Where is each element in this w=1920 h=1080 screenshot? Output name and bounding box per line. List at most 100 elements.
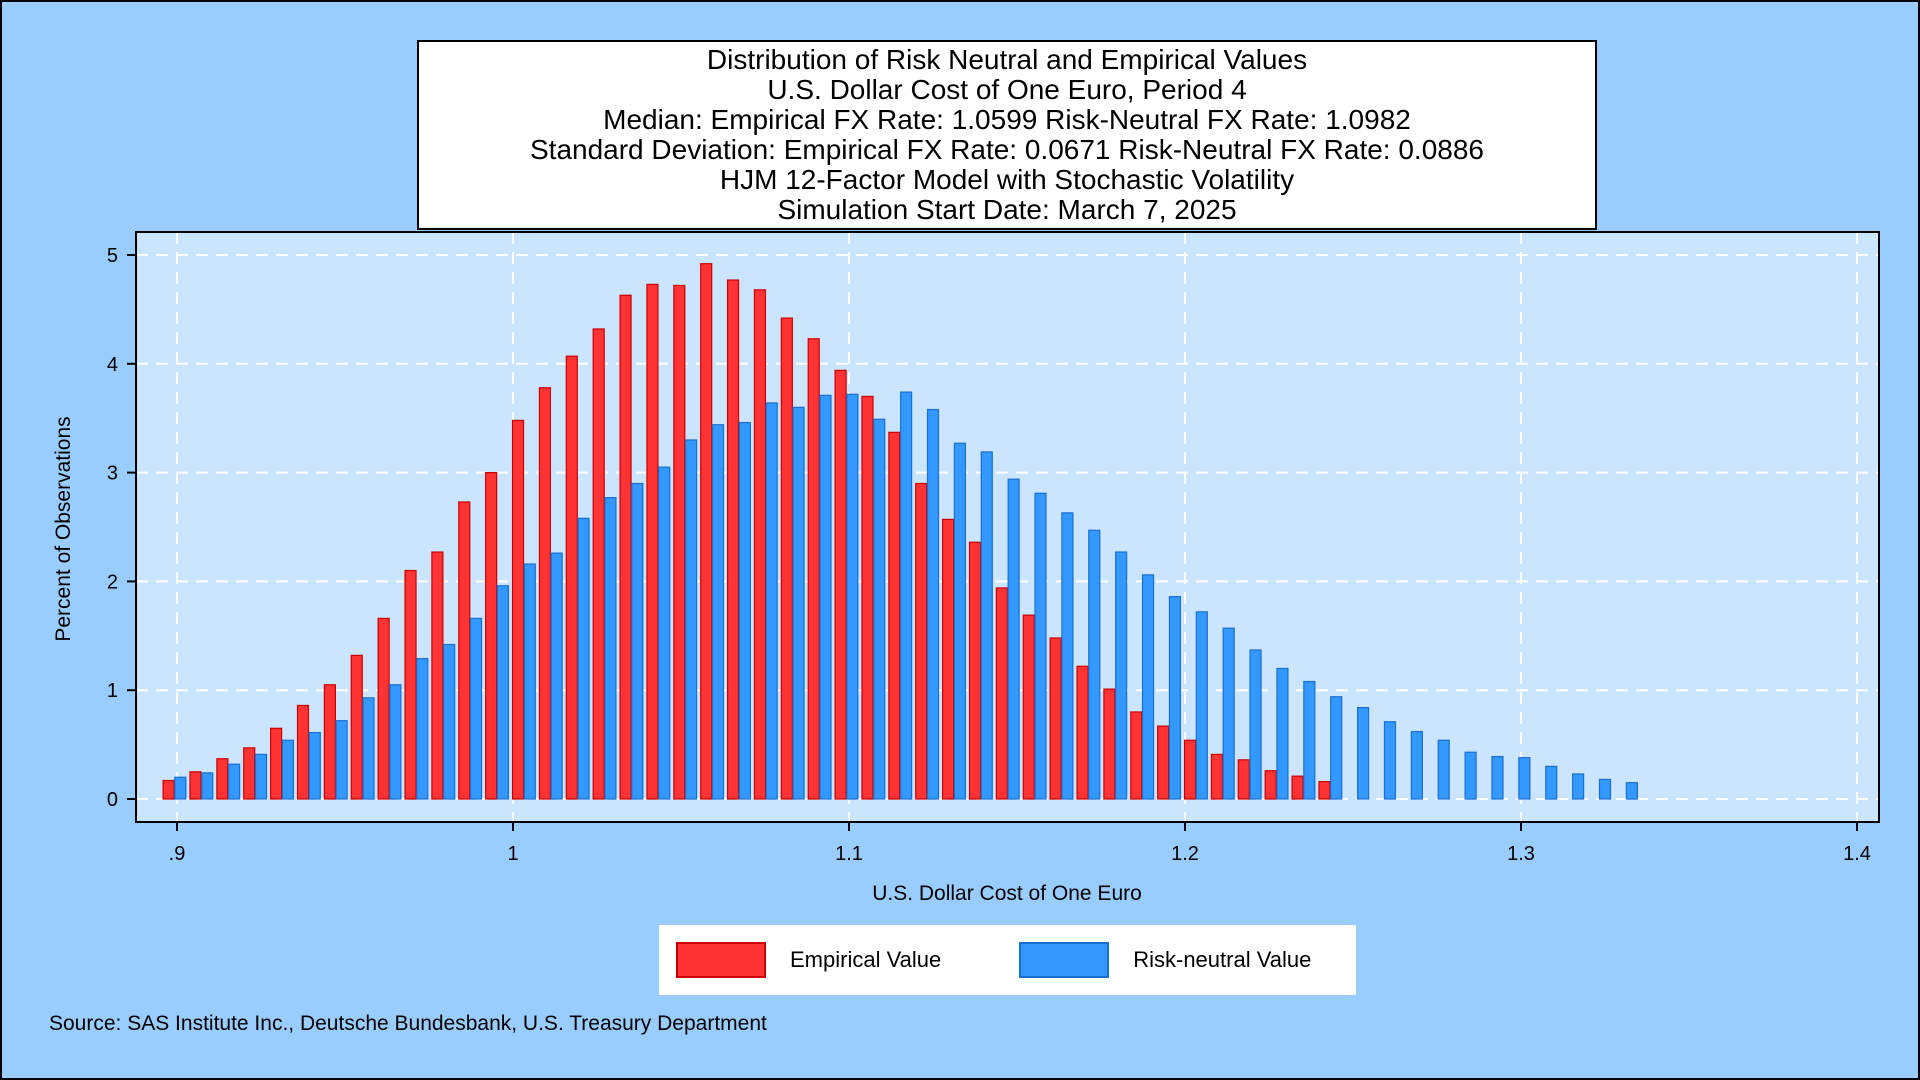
bar-empirical (1264, 770, 1277, 800)
bar-empirical (646, 283, 659, 800)
bar-risk-neutral (1491, 755, 1504, 800)
bar-empirical (726, 279, 740, 800)
bar-empirical (350, 654, 363, 800)
title-line-2: U.S. Dollar Cost of One Euro, Period 4 (767, 74, 1247, 105)
bar-risk-neutral (362, 697, 375, 800)
bar-risk-neutral (308, 732, 321, 800)
bar-risk-neutral (1598, 778, 1612, 800)
bar-risk-neutral (604, 497, 617, 800)
bar-empirical (1318, 780, 1331, 800)
bar-empirical (1022, 614, 1035, 800)
bar-empirical (323, 684, 336, 800)
y-tick-label: 5 (107, 245, 118, 267)
bar-risk-neutral (496, 585, 510, 800)
bar-risk-neutral (658, 466, 671, 800)
bar-empirical (431, 551, 444, 800)
bar-empirical (753, 289, 767, 800)
bar-risk-neutral (1061, 512, 1074, 800)
bar-risk-neutral (711, 424, 725, 800)
bar-risk-neutral (738, 421, 751, 800)
bar-empirical (673, 284, 686, 800)
legend-label-empirical: Empirical Value (790, 947, 942, 972)
bar-risk-neutral (1625, 782, 1638, 800)
x-tick-label: 1.2 (1171, 843, 1199, 865)
bar-risk-neutral (1195, 611, 1208, 800)
bar-empirical (189, 771, 202, 800)
bar-risk-neutral (1518, 757, 1531, 800)
bar-risk-neutral (1034, 492, 1047, 800)
legend-swatch-risk-neutral (1019, 942, 1110, 978)
bar-empirical (1237, 759, 1250, 800)
y-tick-label: 2 (107, 571, 118, 593)
bar-risk-neutral (443, 643, 456, 800)
bar-empirical (1210, 753, 1224, 800)
bar-empirical (216, 758, 229, 800)
x-axis-label: U.S. Dollar Cost of One Euro (872, 882, 1142, 905)
bar-empirical (619, 294, 632, 800)
plot-border (135, 231, 1880, 823)
bar-risk-neutral (1464, 751, 1477, 800)
bar-empirical (1183, 739, 1197, 800)
bar-risk-neutral (254, 753, 268, 800)
bar-risk-neutral (1007, 478, 1020, 800)
bar-risk-neutral (1141, 574, 1155, 800)
x-tick-label: 1.4 (1843, 843, 1871, 865)
legend: Empirical Value Risk-neutral Value (659, 925, 1356, 995)
y-axis-label: Percent of Observations (52, 416, 75, 641)
legend-entry-risk-neutral: Risk-neutral Value (1019, 942, 1311, 978)
bar-empirical (1049, 637, 1062, 800)
bar-empirical (1291, 775, 1304, 800)
bar-risk-neutral (1437, 739, 1450, 800)
bar-empirical (834, 369, 847, 800)
bar-risk-neutral (1249, 649, 1262, 800)
bar-risk-neutral (1088, 529, 1101, 800)
x-tick-label: 1.1 (835, 843, 863, 865)
bar-empirical (270, 727, 283, 800)
bar-empirical (296, 704, 310, 800)
title-line-4: Standard Deviation: Empirical FX Rate: 0… (529, 134, 1484, 165)
bar-risk-neutral (926, 408, 940, 800)
bar-risk-neutral (1572, 773, 1585, 800)
bar-empirical (807, 338, 820, 800)
bar-risk-neutral (281, 739, 294, 800)
bar-empirical (700, 263, 713, 800)
bar-risk-neutral (1410, 730, 1423, 800)
title-line-1: Distribution of Risk Neutral and Empiric… (706, 44, 1308, 75)
bar-empirical (861, 395, 874, 800)
bar-risk-neutral (631, 482, 644, 800)
bar-risk-neutral (201, 772, 214, 800)
bar-risk-neutral (953, 442, 966, 800)
legend-entry-empirical: Empirical Value (676, 942, 941, 978)
bar-empirical (404, 569, 417, 800)
bar-empirical (592, 328, 605, 800)
bar-risk-neutral (335, 720, 348, 800)
bar-empirical (485, 472, 498, 800)
title-line-6: Simulation Start Date: March 7, 2025 (777, 194, 1237, 225)
bar-risk-neutral (900, 391, 913, 800)
x-tick-label: .9 (169, 843, 186, 865)
bar-empirical (243, 747, 256, 800)
bar-empirical (942, 518, 955, 800)
bar-empirical (780, 317, 793, 800)
bar-risk-neutral (577, 517, 590, 800)
bar-empirical (888, 431, 901, 800)
bars (162, 263, 1638, 800)
bar-risk-neutral (1356, 707, 1370, 800)
bar-empirical (1157, 725, 1170, 800)
bar-empirical (511, 419, 525, 800)
bar-risk-neutral (1545, 765, 1558, 800)
bar-risk-neutral (846, 393, 859, 800)
bar-empirical (565, 355, 578, 800)
bar-empirical (538, 387, 552, 800)
y-tick-label: 4 (107, 354, 118, 376)
bar-risk-neutral (819, 394, 832, 800)
x-tick-label: 1 (507, 843, 518, 865)
axes: 0 1 2 3 4 5 .9 1 1.1 1.2 1.3 1.4 (107, 245, 1871, 865)
bar-risk-neutral (174, 776, 187, 800)
bar-risk-neutral (523, 563, 536, 800)
x-tick-label: 1.3 (1507, 843, 1535, 865)
y-tick-label: 3 (107, 463, 118, 485)
y-tick-label: 0 (107, 789, 118, 811)
